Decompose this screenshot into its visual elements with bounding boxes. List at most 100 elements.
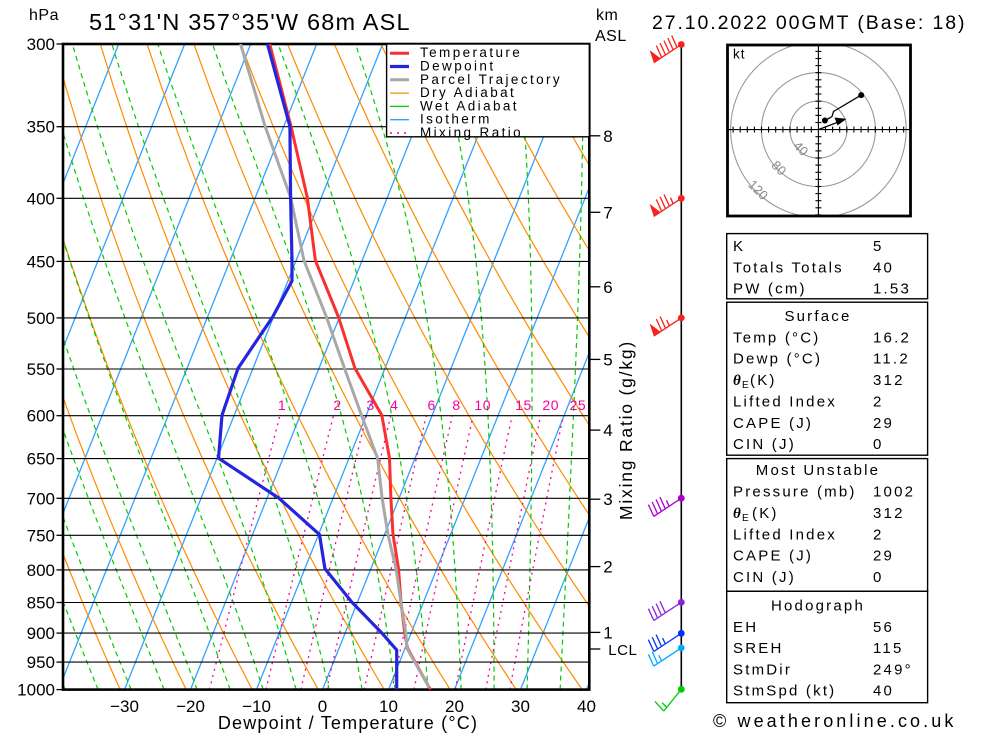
svg-text:CIN (J): CIN (J) [733, 436, 796, 453]
svg-text:5: 5 [603, 350, 612, 369]
svg-text:PW (cm): PW (cm) [733, 281, 807, 298]
svg-text:300: 300 [27, 35, 55, 54]
svg-text:850: 850 [27, 594, 55, 613]
svg-text:Hodograph: Hodograph [771, 597, 865, 614]
svg-text:20: 20 [542, 397, 559, 413]
svg-text:2: 2 [873, 393, 884, 410]
svg-text:StmDir: StmDir [733, 661, 792, 678]
svg-text:(K): (K) [750, 372, 777, 389]
svg-text:SREH: SREH [733, 640, 783, 657]
svg-text:Mixing Ratio: Mixing Ratio [420, 125, 523, 140]
svg-text:4: 4 [603, 421, 612, 440]
svg-text:Totals Totals: Totals Totals [733, 259, 844, 276]
svg-text:km: km [596, 7, 618, 24]
svg-text:700: 700 [27, 489, 55, 508]
svg-text:16.2: 16.2 [873, 329, 911, 346]
svg-text:25: 25 [570, 397, 587, 413]
svg-text:−30: −30 [110, 697, 139, 716]
svg-text:600: 600 [27, 407, 55, 426]
svg-text:2: 2 [333, 397, 341, 413]
svg-text:7: 7 [603, 203, 612, 222]
svg-text:6: 6 [428, 397, 436, 413]
svg-text:40: 40 [577, 697, 596, 716]
svg-text:312: 312 [873, 372, 905, 389]
svg-text:Wet Adiabat: Wet Adiabat [420, 98, 519, 113]
svg-text:Temp (°C): Temp (°C) [733, 329, 820, 346]
svg-text:0: 0 [873, 436, 884, 453]
svg-text:(K): (K) [752, 505, 779, 522]
svg-text:10: 10 [379, 697, 398, 716]
svg-text:56: 56 [873, 619, 894, 636]
svg-text:0: 0 [318, 697, 327, 716]
svg-text:500: 500 [27, 309, 55, 328]
svg-text:1002: 1002 [873, 484, 915, 501]
svg-text:Dewpoint: Dewpoint [420, 59, 495, 74]
svg-text:θ: θ [733, 506, 741, 522]
svg-text:−20: −20 [176, 697, 205, 716]
svg-text:29: 29 [873, 415, 894, 432]
svg-text:115: 115 [873, 640, 904, 657]
svg-text:EH: EH [733, 619, 758, 636]
svg-text:CAPE (J): CAPE (J) [733, 548, 813, 565]
svg-text:1: 1 [278, 397, 286, 413]
svg-text:CAPE (J): CAPE (J) [733, 415, 813, 432]
svg-text:51°31'N 357°35'W 68m ASL: 51°31'N 357°35'W 68m ASL [89, 9, 411, 35]
svg-text:8: 8 [603, 127, 612, 146]
svg-text:2: 2 [873, 526, 884, 543]
svg-text:20: 20 [445, 697, 464, 716]
svg-text:450: 450 [27, 252, 55, 271]
svg-text:E: E [742, 380, 749, 391]
svg-text:40: 40 [873, 259, 894, 276]
svg-text:Lifted Index: Lifted Index [733, 526, 837, 543]
svg-text:K: K [733, 238, 745, 255]
svg-text:StmSpd (kt): StmSpd (kt) [733, 683, 836, 700]
svg-text:900: 900 [27, 624, 55, 643]
svg-text:11.2: 11.2 [873, 351, 910, 368]
svg-text:θ: θ [733, 373, 741, 389]
svg-text:312: 312 [873, 505, 905, 522]
svg-text:Surface: Surface [784, 308, 851, 325]
svg-text:10: 10 [474, 397, 491, 413]
svg-text:Lifted Index: Lifted Index [733, 393, 837, 410]
svg-text:© weatheronline.co.uk: © weatheronline.co.uk [713, 711, 956, 731]
svg-text:800: 800 [27, 561, 55, 580]
svg-text:3: 3 [603, 490, 612, 509]
svg-text:CIN (J): CIN (J) [733, 569, 796, 586]
svg-text:kt: kt [733, 47, 746, 62]
svg-text:Most Unstable: Most Unstable [756, 462, 880, 479]
svg-text:ASL: ASL [595, 28, 627, 45]
svg-text:0: 0 [873, 569, 884, 586]
svg-text:29: 29 [873, 548, 894, 565]
svg-text:950: 950 [27, 653, 55, 672]
svg-text:30: 30 [511, 697, 530, 716]
svg-text:249°: 249° [873, 661, 913, 678]
svg-text:Dewpoint / Temperature (°C): Dewpoint / Temperature (°C) [218, 713, 478, 733]
svg-text:8: 8 [452, 397, 460, 413]
svg-text:LCL: LCL [608, 642, 637, 659]
svg-text:E: E [742, 513, 749, 524]
svg-text:1.53: 1.53 [873, 281, 911, 298]
svg-text:−10: −10 [242, 697, 271, 716]
svg-text:3: 3 [366, 397, 374, 413]
svg-text:Pressure (mb): Pressure (mb) [733, 484, 857, 501]
svg-text:5: 5 [873, 238, 884, 255]
svg-text:1: 1 [603, 623, 612, 642]
svg-text:350: 350 [27, 118, 55, 137]
svg-text:Parcel Trajectory: Parcel Trajectory [420, 72, 562, 87]
svg-text:hPa: hPa [29, 7, 59, 24]
svg-text:27.10.2022 00GMT (Base: 18): 27.10.2022 00GMT (Base: 18) [652, 12, 966, 34]
svg-text:750: 750 [27, 526, 55, 545]
svg-text:Mixing Ratio (g/kg): Mixing Ratio (g/kg) [616, 340, 636, 520]
svg-text:4: 4 [390, 397, 398, 413]
svg-text:400: 400 [27, 189, 55, 208]
svg-text:6: 6 [603, 278, 612, 297]
svg-text:40: 40 [873, 683, 894, 700]
svg-text:550: 550 [27, 360, 55, 379]
svg-text:Isotherm: Isotherm [420, 112, 492, 127]
svg-text:650: 650 [27, 450, 55, 469]
svg-text:1000: 1000 [17, 681, 55, 700]
svg-text:Dry Adiabat: Dry Adiabat [420, 85, 516, 100]
svg-text:Dewp (°C): Dewp (°C) [733, 351, 822, 368]
svg-text:Temperature: Temperature [420, 45, 522, 60]
svg-text:2: 2 [603, 558, 612, 577]
